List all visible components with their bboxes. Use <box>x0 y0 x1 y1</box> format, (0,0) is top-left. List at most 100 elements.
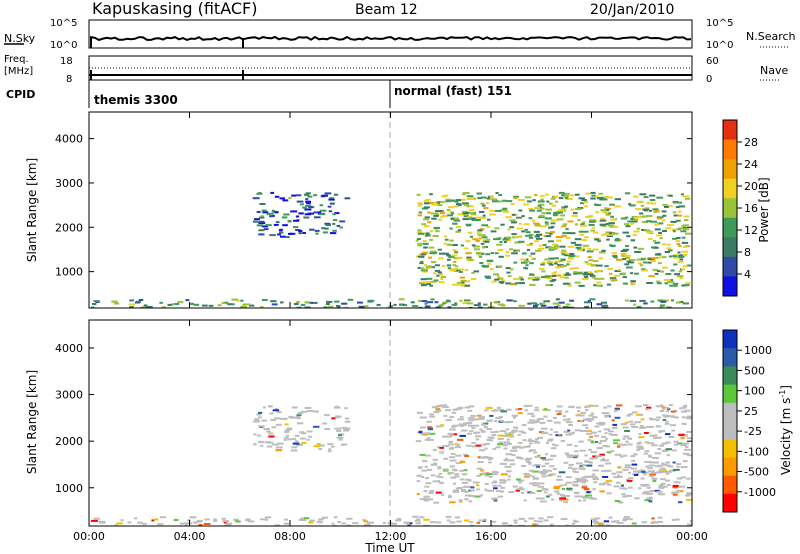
heatmap-cell <box>533 420 540 423</box>
x-tick-label: 12:00 <box>375 530 407 543</box>
heatmap-cell <box>513 261 518 264</box>
heatmap-cell <box>631 522 637 525</box>
heatmap-cell <box>231 298 239 301</box>
heatmap-cell <box>265 224 272 227</box>
heatmap-cell <box>633 195 639 198</box>
heatmap-cell <box>332 229 337 232</box>
heatmap-cell <box>598 522 604 525</box>
heatmap-cell <box>675 518 680 521</box>
heatmap-cell <box>643 261 648 264</box>
heatmap-cell <box>591 416 598 419</box>
heatmap-cell <box>579 429 587 432</box>
heatmap-cell <box>531 470 539 473</box>
heatmap-cell <box>659 486 664 489</box>
heatmap-cell <box>565 228 569 231</box>
heatmap-cell <box>300 303 306 306</box>
heatmap-cell <box>656 270 661 273</box>
heatmap-cell <box>507 478 511 481</box>
freq-panel: Freq. [MHz] 18 8 60 0 Nave <box>4 54 788 85</box>
heatmap-cell <box>330 445 335 448</box>
heatmap-cell <box>646 231 654 234</box>
heatmap-cell <box>468 417 475 420</box>
heatmap-cell <box>416 411 423 414</box>
heatmap-cell <box>665 227 672 230</box>
heatmap-cell <box>631 426 639 428</box>
heatmap-cell <box>682 227 688 230</box>
heatmap-cell <box>263 428 270 431</box>
heatmap-cell <box>276 411 282 414</box>
heatmap-cell <box>528 419 536 422</box>
heatmap-cell <box>501 442 506 445</box>
heatmap-cell <box>581 476 586 479</box>
heatmap-cell <box>684 445 689 448</box>
heatmap-cell <box>529 429 533 431</box>
heatmap-cell <box>560 258 566 261</box>
heatmap-cell <box>615 481 621 484</box>
heatmap-cell <box>485 456 492 459</box>
colorbar-swatch <box>723 139 737 160</box>
heatmap-cell <box>304 306 311 308</box>
heatmap-cell <box>564 452 569 455</box>
heatmap-cell <box>445 200 451 203</box>
heatmap-cell <box>553 417 557 419</box>
heatmap-cell <box>659 493 666 496</box>
heatmap-cell <box>339 220 346 223</box>
heatmap-cell <box>672 491 680 494</box>
heatmap-cell <box>364 523 371 526</box>
heatmap-cell <box>577 479 585 482</box>
heatmap-cell <box>563 430 570 433</box>
heatmap-cell <box>419 498 425 501</box>
heatmap-cell <box>479 417 485 420</box>
heatmap-cell <box>537 247 545 250</box>
heatmap-cell <box>650 472 657 474</box>
heatmap-cell <box>242 303 247 306</box>
heatmap-cell <box>532 464 536 467</box>
heatmap-cell <box>482 214 486 217</box>
heatmap-cell <box>497 265 503 268</box>
heatmap-cell <box>478 449 486 452</box>
heatmap-cell <box>432 235 439 237</box>
heatmap-cell <box>630 272 634 275</box>
heatmap-cell <box>453 475 460 478</box>
heatmap-cell <box>464 284 471 287</box>
heatmap-cell <box>433 226 440 229</box>
heatmap-cell <box>626 260 632 263</box>
colorbar-swatch <box>723 384 737 404</box>
heatmap-cell <box>594 203 598 206</box>
heatmap-cell <box>594 441 598 443</box>
heatmap-cell <box>679 407 684 410</box>
heatmap-cell <box>425 454 431 457</box>
heatmap-cell <box>559 260 564 263</box>
heatmap-cell <box>269 234 276 237</box>
heatmap-cell <box>449 465 455 468</box>
heatmap-cell <box>658 232 662 234</box>
heatmap-cell <box>601 233 609 236</box>
y-tick-label: 3000 <box>55 177 83 190</box>
heatmap-cell <box>430 298 435 301</box>
heatmap-cell <box>459 469 464 472</box>
heatmap-cell <box>525 474 532 477</box>
heatmap-cell <box>630 239 636 242</box>
heatmap-cell <box>284 423 289 426</box>
heatmap-cell <box>435 210 442 213</box>
heatmap-cell <box>643 491 649 493</box>
heatmap-cell <box>197 519 203 522</box>
heatmap-cell <box>458 499 463 502</box>
heatmap-cell <box>520 261 528 264</box>
heatmap-cell <box>581 230 589 233</box>
heatmap-cell <box>491 473 498 476</box>
heatmap-cell <box>656 217 662 220</box>
heatmap-cell <box>658 484 664 487</box>
heatmap-cell <box>463 215 470 218</box>
heatmap-cell <box>651 477 658 480</box>
heatmap-cell <box>322 422 328 425</box>
heatmap-cell <box>469 524 475 526</box>
heatmap-cell <box>264 518 269 521</box>
heatmap-cell <box>583 201 589 203</box>
heatmap-cell <box>263 228 269 231</box>
heatmap-cell <box>482 422 489 425</box>
heatmap-cell <box>503 447 508 450</box>
heatmap-cell <box>587 263 592 266</box>
heatmap-cell <box>319 444 325 447</box>
